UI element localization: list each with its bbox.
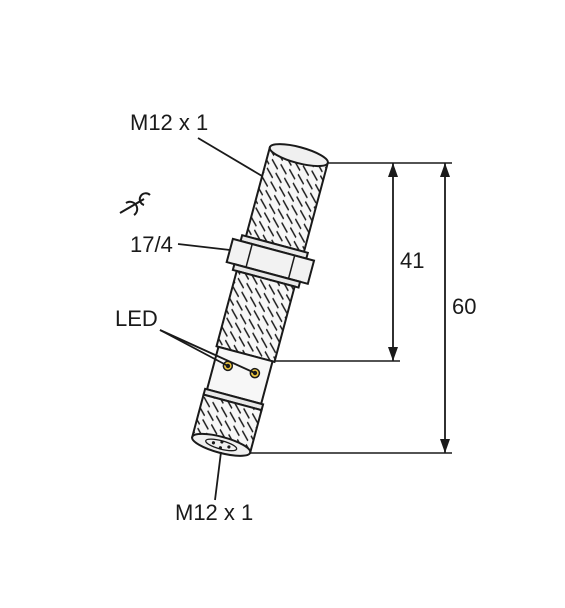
sensor-body: [179, 137, 342, 464]
sensor-diagram: M12 x 1 17/4 LED M12 x 1 41 60: [0, 0, 565, 608]
wrench-label: 17/4: [130, 232, 173, 257]
dim-outer: 60: [452, 294, 476, 319]
thread-bottom-label: M12 x 1: [175, 500, 253, 525]
dim-inner: 41: [400, 248, 424, 273]
wrench-icon: [120, 193, 150, 215]
thread-top-label: M12 x 1: [130, 110, 208, 135]
led-label: LED: [115, 306, 158, 331]
